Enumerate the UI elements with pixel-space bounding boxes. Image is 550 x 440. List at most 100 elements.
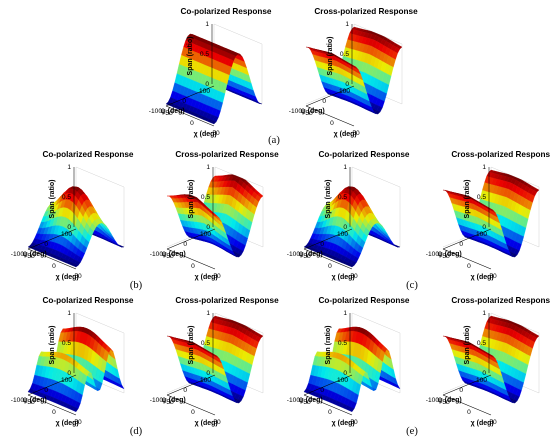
y-tick-label: -100 xyxy=(289,108,303,115)
y-axis-label: ψ (deg) xyxy=(22,251,46,258)
x-tick-label: -50 xyxy=(440,399,450,406)
y-tick-label: -100 xyxy=(150,251,164,258)
z-axis-label: Span (ratio) xyxy=(464,180,471,219)
x-tick-label: 50 xyxy=(74,419,82,426)
y-tick-label: 0 xyxy=(322,98,326,105)
x-tick-label: -50 xyxy=(25,253,35,260)
y-tick-label: 0 xyxy=(44,387,48,394)
x-tick-label: 0 xyxy=(52,263,56,270)
y-tick-label: 0 xyxy=(44,241,48,248)
y-tick-label: 0 xyxy=(320,241,324,248)
y-tick-label: 100 xyxy=(199,88,210,95)
y-tick-label: 100 xyxy=(61,231,72,238)
z-tick-label: 1 xyxy=(67,310,71,317)
y-tick-label: 100 xyxy=(200,377,211,384)
chart-title: Co-polarized Response xyxy=(43,150,134,159)
z-tick-label: 0 xyxy=(206,370,210,377)
caption-e: (e) xyxy=(406,426,418,437)
x-axis-label: χ (deg) xyxy=(195,274,218,281)
x-tick-label: -50 xyxy=(301,253,311,260)
z-tick-label: 1 xyxy=(482,310,486,317)
y-tick-label: -100 xyxy=(426,251,440,258)
x-tick-label: -50 xyxy=(301,399,311,406)
x-tick-label: 50 xyxy=(213,419,221,426)
caption-d: (d) xyxy=(130,426,143,437)
z-tick-label: 0.5 xyxy=(477,194,486,201)
y-tick-label: -100 xyxy=(287,251,301,258)
y-tick-label: 100 xyxy=(337,231,348,238)
y-axis-label: ψ (deg) xyxy=(160,108,184,115)
chart-title: Co-polarized Response xyxy=(319,150,410,159)
chart-title: Cross-polarized Response xyxy=(451,150,550,159)
x-axis xyxy=(166,394,216,416)
z-tick-label: 1 xyxy=(205,21,209,28)
surface-facet xyxy=(348,263,355,268)
z-tick-label: 0 xyxy=(343,224,347,231)
z-axis-label: Span (ratio) xyxy=(188,180,195,219)
y-tick-label: -100 xyxy=(287,397,301,404)
y-tick-label: 0 xyxy=(459,387,463,394)
y-axis-label: ψ (deg) xyxy=(298,251,322,258)
x-axis xyxy=(305,105,355,127)
y-axis-label: ψ (deg) xyxy=(298,397,322,404)
z-tick-label: 0.5 xyxy=(338,340,347,347)
y-tick-label: 100 xyxy=(476,231,487,238)
chart-title: Co-polarized Response xyxy=(181,7,272,16)
z-tick-label: 0 xyxy=(343,370,347,377)
surface-facet xyxy=(72,406,79,413)
z-tick-label: 0 xyxy=(67,370,71,377)
z-axis-label: Span (ratio) xyxy=(49,180,56,219)
z-axis-label: Span (ratio) xyxy=(188,326,195,365)
x-tick-label: 0 xyxy=(191,409,195,416)
y-axis-label: ψ (deg) xyxy=(300,108,324,115)
x-tick-label: 50 xyxy=(489,273,497,280)
z-tick-label: 0.5 xyxy=(338,194,347,201)
surface-plot-a-co: Co-polarized Response00.51-500501000-100… xyxy=(149,7,272,138)
z-tick-label: 1 xyxy=(482,164,486,171)
z-tick-label: 0 xyxy=(482,224,486,231)
x-tick-label: 0 xyxy=(330,120,334,127)
x-axis-label: χ (deg) xyxy=(334,131,357,138)
x-axis xyxy=(166,248,216,270)
z-tick-label: 0.5 xyxy=(200,51,209,58)
z-tick-label: 0.5 xyxy=(477,340,486,347)
chart-title: Co-polarized Response xyxy=(43,296,134,305)
x-axis-label: χ (deg) xyxy=(56,274,79,281)
z-tick-label: 1 xyxy=(343,164,347,171)
y-axis-label: ψ (deg) xyxy=(161,397,185,404)
z-tick-label: 0.5 xyxy=(201,340,210,347)
y-tick-label: -100 xyxy=(426,397,440,404)
y-axis xyxy=(27,374,77,396)
x-axis xyxy=(27,394,77,416)
z-tick-label: 1 xyxy=(343,310,347,317)
y-axis-label: ψ (deg) xyxy=(437,251,461,258)
chart-title: Cross-polarized Response xyxy=(451,296,550,305)
z-tick-label: 1 xyxy=(67,164,71,171)
y-tick-label: 100 xyxy=(200,231,211,238)
y-axis xyxy=(303,228,353,250)
y-axis xyxy=(305,85,355,107)
surface-plot-e-co: Co-polarized Response00.51-500501000-100… xyxy=(287,296,410,427)
x-axis-label: χ (deg) xyxy=(194,131,217,138)
z-tick-label: 0 xyxy=(205,81,209,88)
surface-facet xyxy=(210,120,217,125)
y-axis xyxy=(442,228,492,250)
y-axis xyxy=(303,374,353,396)
z-tick-label: 0.5 xyxy=(201,194,210,201)
surface-plot-e-cross: Cross-polarized Response00.51-500501000-… xyxy=(426,296,550,427)
caption-b: (b) xyxy=(130,280,143,291)
x-axis-label: χ (deg) xyxy=(332,420,355,427)
y-axis xyxy=(165,85,215,107)
y-tick-label: -100 xyxy=(150,397,164,404)
x-axis-label: χ (deg) xyxy=(471,420,494,427)
y-tick-label: 0 xyxy=(183,387,187,394)
y-tick-label: 0 xyxy=(182,98,186,105)
z-tick-label: 0.5 xyxy=(62,340,71,347)
y-axis-label: ψ (deg) xyxy=(161,251,185,258)
y-axis xyxy=(442,374,492,396)
x-tick-label: -50 xyxy=(25,399,35,406)
z-axis-label: Span (ratio) xyxy=(327,37,334,76)
y-tick-label: -100 xyxy=(149,108,163,115)
caption-a: (a) xyxy=(268,135,280,146)
surface-plot-c-cross: Cross-polarized Response00.51-500501000-… xyxy=(426,150,550,281)
